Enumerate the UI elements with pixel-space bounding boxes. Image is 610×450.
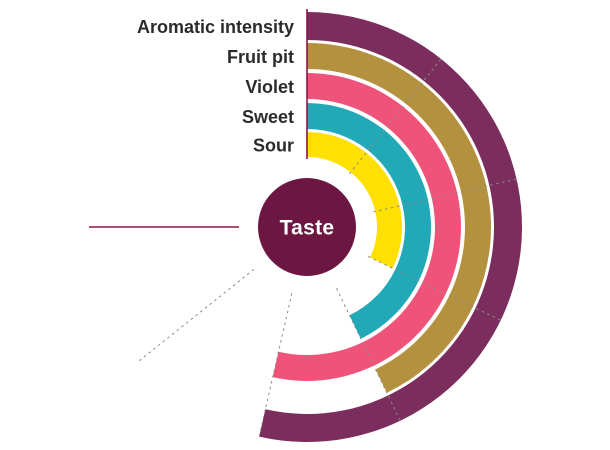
gridline-value-4	[336, 288, 403, 424]
gridline-value-1	[349, 56, 444, 175]
gridline-value-3	[368, 256, 504, 323]
center-circle	[258, 178, 356, 276]
ring-arc-fruit-pit	[307, 43, 491, 393]
ring-label-sweet: Sweet	[242, 107, 294, 127]
ring-label-fruit-pit: Fruit pit	[227, 47, 294, 67]
ring-arc-violet	[272, 73, 461, 381]
ring-arc-sour	[307, 132, 402, 269]
gridline-value-5	[258, 293, 293, 440]
ring-label-violet: Violet	[245, 77, 294, 97]
gridline-value-2	[373, 178, 520, 213]
gridlines-layer	[136, 56, 520, 440]
ring-label-sour: Sour	[253, 136, 294, 156]
gridline-value-6	[136, 269, 255, 364]
ring-label-aromatic-intensity: Aromatic intensity	[137, 17, 294, 37]
ring-arc-sweet	[307, 103, 431, 339]
ring-labels-layer: Aromatic intensity Fruit pit Violet Sweet So…	[137, 17, 294, 156]
rings-layer	[259, 12, 522, 442]
axis-lines-layer	[89, 9, 308, 228]
center-label: Taste	[280, 217, 335, 240]
